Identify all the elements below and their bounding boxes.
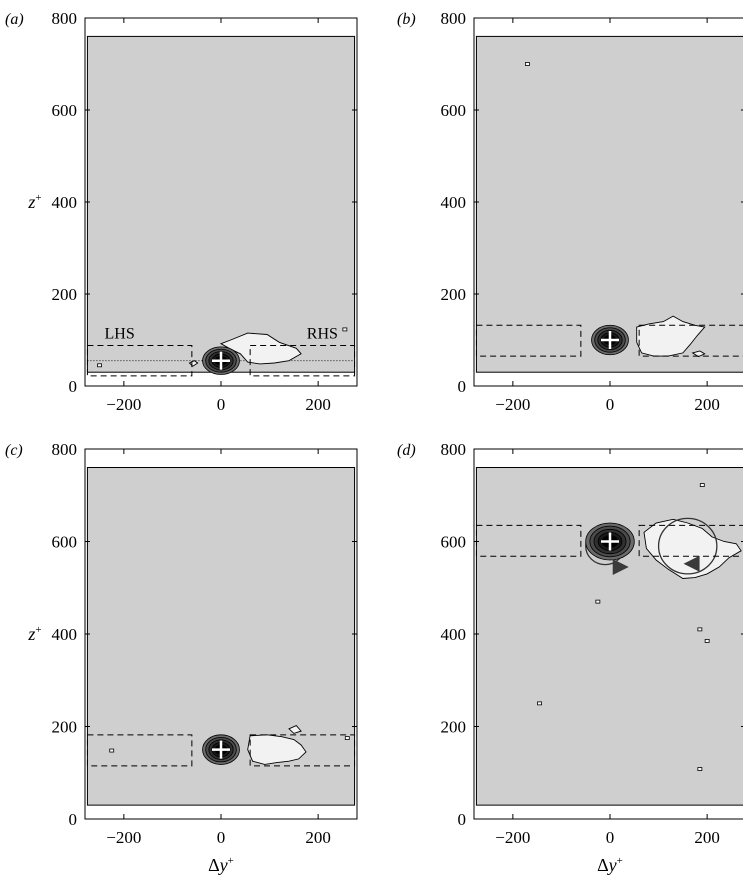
light-contour-blob — [247, 734, 307, 765]
x-tick-label: 0 — [606, 828, 615, 847]
direction-arrow — [683, 555, 700, 572]
panel-d: −200 0 200 0 200 400 600 800 (d) Δy+ — [397, 440, 743, 875]
contour-speck — [525, 62, 530, 66]
direction-arrow — [612, 558, 629, 575]
y-tick-label: 800 — [52, 9, 78, 28]
region-label: LHS — [105, 326, 135, 343]
contour-speck — [109, 748, 115, 753]
y-tick-label: 200 — [441, 285, 467, 304]
x-axis-label: Δy+ — [597, 855, 623, 875]
y-tick-label: 400 — [52, 625, 78, 644]
x-tick-label: −200 — [106, 395, 141, 414]
region-box — [249, 734, 356, 767]
y-tick-label: 0 — [69, 810, 78, 829]
light-contour-blob — [219, 332, 302, 365]
x-tick-label: 200 — [305, 395, 331, 414]
x-tick-label: 200 — [305, 828, 331, 847]
contour-speck — [699, 483, 705, 487]
region-box — [86, 734, 193, 767]
region-box — [249, 345, 356, 377]
x-tick-label: 0 — [217, 395, 226, 414]
y-axis-label: z+ — [27, 192, 41, 212]
y-tick-label: 400 — [52, 193, 78, 212]
contour-speck — [704, 639, 710, 643]
y-tick-label: 400 — [441, 625, 467, 644]
domain-box — [86, 35, 356, 373]
x-axis-label: Δy+ — [208, 855, 234, 875]
plot-area — [86, 35, 356, 377]
y-tick-label: 0 — [458, 377, 467, 396]
panel-label: (c) — [5, 442, 23, 459]
y-tick-label: 200 — [52, 285, 78, 304]
region-box — [638, 324, 743, 357]
x-tick-label: −200 — [495, 828, 530, 847]
contour-speck — [97, 363, 102, 368]
vortex-circle — [657, 517, 718, 575]
x-tick-label: 0 — [606, 395, 615, 414]
panel-a: LHS RHS −200 0 200 0 200 400 600 800 (a) z+ — [5, 9, 358, 414]
plot-area — [475, 467, 743, 806]
panel-label: (d) — [397, 442, 416, 459]
region-label: RHS — [307, 326, 338, 343]
contour-speck — [342, 327, 348, 332]
domain-box — [475, 467, 743, 806]
region-box — [86, 345, 193, 377]
y-tick-label: 600 — [52, 101, 78, 120]
contour-speck — [697, 767, 703, 771]
contour-speck — [344, 736, 350, 740]
light-contour-blob — [643, 518, 742, 579]
y-tick-label: 600 — [441, 533, 467, 552]
x-tick-label: 0 — [217, 828, 226, 847]
region-box — [638, 524, 743, 557]
contour-speck — [697, 627, 703, 632]
y-tick-label: 800 — [441, 440, 467, 459]
y-tick-label: 0 — [69, 377, 78, 396]
y-tick-label: 200 — [441, 718, 467, 737]
x-tick-label: −200 — [495, 395, 530, 414]
x-tick-label: 200 — [694, 395, 720, 414]
x-tick-label: 200 — [694, 828, 720, 847]
contour-speck — [595, 599, 601, 604]
y-tick-label: 400 — [441, 193, 467, 212]
region-box — [475, 324, 582, 357]
y-tick-label: 600 — [52, 533, 78, 552]
contour-speck — [537, 701, 542, 706]
x-tick-label: −200 — [106, 828, 141, 847]
panel-b: −200 0 200 0 200 400 600 800 (b) — [397, 9, 743, 414]
light-contour-blob — [636, 315, 706, 357]
panel-label: (a) — [5, 11, 24, 28]
y-tick-label: 800 — [441, 9, 467, 28]
region-box — [475, 524, 582, 557]
light-contour-blob — [691, 350, 706, 358]
panel-label: (b) — [397, 11, 416, 28]
y-tick-label: 200 — [52, 718, 78, 737]
light-contour-blob — [288, 725, 302, 734]
panel-c: −200 0 200 0 200 400 600 800 (c) z+ Δy+ — [5, 440, 358, 875]
y-tick-label: 800 — [52, 440, 78, 459]
domain-box — [475, 35, 743, 373]
y-axis-label: z+ — [27, 624, 41, 644]
plot-area — [475, 35, 743, 373]
y-tick-label: 0 — [458, 810, 467, 829]
y-tick-label: 600 — [441, 101, 467, 120]
